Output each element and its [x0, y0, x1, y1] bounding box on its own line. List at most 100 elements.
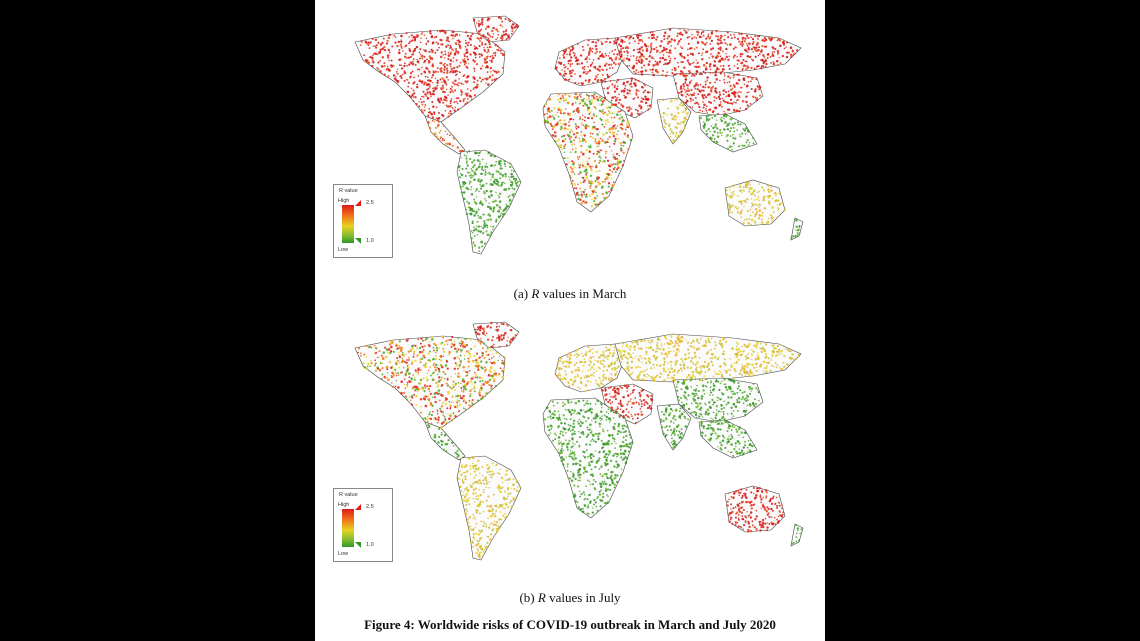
risk-point — [395, 76, 397, 78]
risk-point — [553, 107, 556, 110]
risk-point — [704, 86, 707, 89]
risk-point — [772, 54, 775, 57]
risk-point — [564, 123, 567, 126]
risk-point — [751, 211, 754, 214]
risk-point — [500, 523, 503, 526]
risk-point — [641, 101, 644, 103]
risk-point — [681, 47, 684, 50]
risk-point — [464, 500, 468, 503]
risk-point — [645, 346, 648, 349]
risk-point — [406, 78, 408, 81]
risk-point — [617, 130, 619, 132]
risk-point — [699, 116, 702, 120]
risk-point — [594, 140, 597, 143]
risk-point — [478, 76, 482, 80]
risk-point — [516, 181, 519, 184]
risk-point — [709, 130, 711, 133]
risk-point — [574, 123, 577, 126]
risk-point — [722, 89, 725, 92]
risk-point — [379, 60, 381, 62]
risk-point — [434, 400, 437, 404]
risk-point — [670, 127, 672, 130]
risk-point — [715, 119, 718, 121]
risk-point — [479, 482, 483, 485]
risk-point — [567, 60, 570, 63]
risk-point — [582, 190, 585, 194]
risk-point — [719, 72, 723, 75]
risk-point — [489, 178, 492, 181]
risk-point — [606, 348, 610, 351]
risk-point — [478, 53, 481, 56]
risk-point — [731, 211, 734, 214]
risk-point — [470, 35, 473, 38]
risk-point — [467, 171, 469, 174]
risk-point — [679, 85, 683, 88]
risk-point — [614, 137, 617, 141]
risk-point — [417, 338, 420, 341]
risk-point — [574, 375, 577, 379]
risk-point — [585, 93, 588, 96]
risk-point — [429, 366, 432, 368]
risk-point — [429, 58, 432, 60]
risk-point — [693, 48, 696, 50]
risk-point — [556, 366, 559, 369]
risk-point — [661, 345, 663, 348]
risk-point — [460, 149, 463, 153]
risk-point — [473, 345, 476, 348]
risk-point — [555, 140, 559, 143]
risk-point — [650, 367, 653, 370]
risk-point — [695, 59, 697, 61]
risk-point — [460, 387, 463, 389]
risk-point — [478, 333, 481, 336]
risk-point — [429, 112, 432, 114]
risk-point — [501, 52, 504, 55]
risk-point — [576, 373, 579, 376]
risk-point — [756, 41, 760, 45]
risk-point — [409, 50, 412, 53]
risk-point — [501, 514, 505, 517]
risk-point — [462, 365, 465, 369]
risk-point — [698, 111, 700, 114]
risk-point — [570, 45, 573, 48]
risk-point — [568, 72, 572, 75]
risk-point — [715, 97, 718, 100]
risk-point — [511, 27, 514, 30]
risk-point — [689, 345, 691, 348]
risk-point — [592, 81, 594, 84]
risk-point — [576, 58, 579, 62]
risk-point — [665, 122, 668, 125]
risk-point — [682, 61, 684, 63]
risk-point — [635, 366, 638, 369]
risk-point — [687, 89, 691, 92]
risk-point — [365, 345, 368, 348]
risk-point — [611, 164, 614, 166]
risk-point — [405, 57, 408, 59]
risk-point — [619, 142, 622, 145]
risk-point — [492, 523, 495, 526]
risk-point — [741, 44, 744, 47]
risk-point — [487, 536, 490, 538]
risk-point — [610, 99, 613, 102]
risk-point — [590, 168, 593, 171]
risk-point — [491, 54, 494, 57]
risk-point — [475, 151, 478, 155]
risk-point — [608, 190, 610, 193]
risk-point — [587, 346, 590, 349]
risk-point — [749, 214, 752, 217]
risk-point — [552, 116, 555, 118]
risk-point — [587, 145, 590, 148]
risk-point — [458, 78, 460, 80]
risk-point — [730, 88, 733, 91]
risk-point — [419, 398, 423, 401]
risk-point — [792, 235, 795, 238]
risk-point — [507, 195, 510, 198]
risk-point — [469, 392, 472, 395]
risk-point — [561, 69, 563, 71]
risk-point — [413, 378, 416, 381]
risk-point — [392, 74, 396, 77]
risk-point — [494, 512, 497, 515]
risk-point — [464, 338, 467, 341]
risk-point — [423, 345, 426, 348]
risk-point — [429, 340, 431, 343]
risk-point — [609, 101, 612, 104]
